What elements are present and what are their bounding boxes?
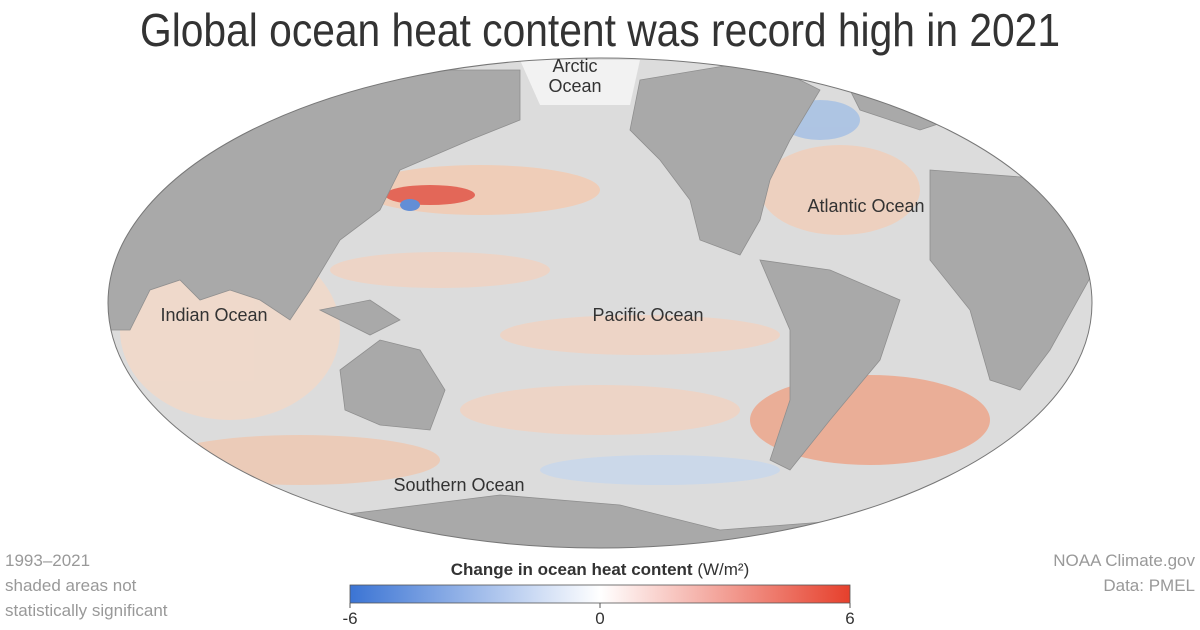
legend-title-text: Change in ocean heat content [451,560,693,579]
tick-label: 6 [845,609,854,628]
colorbar [349,584,851,604]
ocean-label: Arctic Ocean [548,56,601,96]
note: 1993–2021 [5,551,90,570]
credit: NOAA Climate.gov [1053,551,1195,570]
ocean-label: Atlantic Ocean [807,196,924,216]
arctic-ice [520,60,640,105]
globe-outline [107,57,1093,549]
label-line: Ocean [548,76,601,96]
note: statistically significant [5,601,168,620]
credit: Data: PMEL [1103,576,1195,595]
tick-label: 0 [595,609,604,628]
legend-unit: (W/m²) [697,560,749,579]
legend: Change in ocean heat content (W/m²) -6 0 6 [342,560,854,628]
ocean-label: Indian Ocean [160,305,267,325]
note: shaded areas not [5,576,137,595]
tick-label: -6 [342,609,357,628]
map [108,58,1092,548]
title: Global ocean heat content was record hig… [140,4,1060,56]
ocean-label: Pacific Ocean [592,305,703,325]
ocean-label: Southern Ocean [393,475,524,495]
land [108,59,1092,548]
legend-title: Change in ocean heat content (W/m²) [451,560,749,579]
label-line: Arctic [553,56,598,76]
